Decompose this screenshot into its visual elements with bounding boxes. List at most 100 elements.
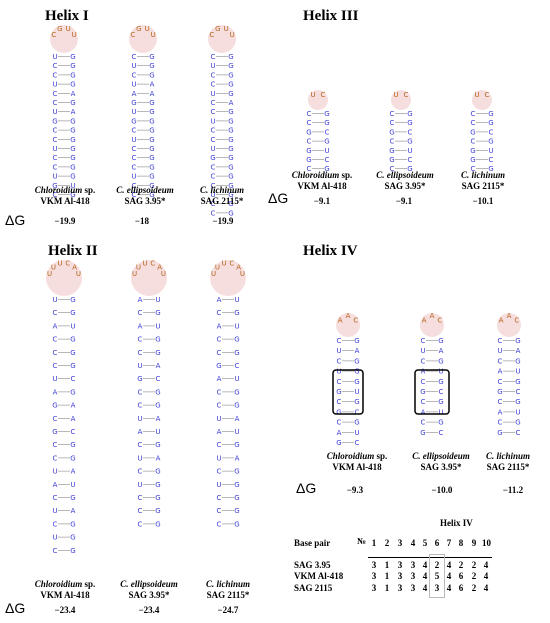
table-column-header: 8: [458, 538, 464, 548]
nucleotide-left: C: [217, 349, 222, 357]
helix4-dg-1: −9.3: [346, 485, 364, 495]
nucleotide-left: G: [131, 99, 136, 107]
nucleotide-left: A: [217, 428, 222, 436]
nucleotide-left: C: [471, 138, 476, 146]
nucleotide-left: U: [131, 108, 136, 116]
nucleotide-left: C: [53, 415, 58, 423]
nucleotide-left: A: [53, 481, 58, 489]
nucleotide-left: G: [389, 128, 394, 136]
table-cell: 6: [458, 571, 464, 581]
helix4-caption-1: Chloroidium sp. VKM Al-418: [326, 451, 388, 472]
nucleotide-right: G: [324, 138, 329, 146]
table-cell: 6: [458, 583, 464, 593]
nucleotide-right: G: [155, 402, 160, 410]
nucleotide-left: C: [53, 71, 58, 79]
nucleotide-right: G: [149, 163, 154, 171]
nucleotide-right: G: [149, 62, 154, 70]
nucleotide-left: U: [210, 90, 215, 98]
nucleotide-right: G: [228, 200, 233, 208]
nucleotide-right: G: [155, 481, 160, 489]
nucleotide-left: G: [336, 408, 341, 416]
table-cell: 3: [371, 571, 377, 581]
nucleotide-left: A: [138, 428, 143, 436]
nucleotide-left: U: [216, 481, 221, 489]
helix2-dg-1: −23.4: [54, 605, 76, 615]
loop-nucleotide: U: [151, 31, 156, 39]
nucleotide-right: G: [70, 145, 75, 153]
nucleotide-right: C: [235, 362, 240, 370]
nucleotide-right: G: [70, 163, 75, 171]
nucleotide-left: U: [52, 53, 57, 61]
loop-nucleotide: U: [132, 270, 137, 278]
hairpin-loop: [46, 260, 82, 296]
nucleotide-left: C: [138, 441, 143, 449]
loop-nucleotide: U: [145, 25, 150, 33]
nucleotide-left: G: [336, 439, 341, 447]
table-cell: 3: [410, 583, 416, 593]
nucleotide-right: G: [70, 547, 75, 555]
nucleotide-left: U: [210, 145, 215, 153]
nucleotide-left: U: [210, 191, 215, 199]
nucleotide-left: C: [421, 337, 426, 345]
helix1-title: Helix I: [45, 8, 89, 24]
helix2-structure-3: UU U C AUA UC GA UC GC GG CA UC GC GU AA UC GU AC GU GC GC G…: [210, 260, 246, 528]
table-cell: 3: [397, 571, 403, 581]
nucleotide-left: C: [138, 520, 143, 528]
nucleotide-left: C: [53, 494, 58, 502]
nucleotide-right: G: [70, 494, 75, 502]
nucleotide-left: G: [52, 117, 57, 125]
nucleotide-right: G: [234, 349, 239, 357]
nucleotide-right: A: [71, 90, 76, 98]
loop-nucleotide: G: [215, 25, 220, 33]
helix1-caption-2: C. ellipsoideum SAG 3.95*: [116, 185, 174, 206]
nucleotide-left: C: [217, 494, 222, 502]
nucleotide-right: G: [70, 53, 75, 61]
nucleotide-left: U: [216, 454, 221, 462]
nucleotide-left: C: [217, 520, 222, 528]
table-column-header: 2: [384, 538, 390, 548]
nucleotide-left: U: [52, 534, 57, 542]
nucleotide-right: G: [70, 191, 75, 199]
nucleotide-left: C: [211, 173, 216, 181]
nucleotide-right: A: [71, 108, 76, 116]
nucleotide-left: U: [137, 415, 142, 423]
nucleotide-right: C: [408, 128, 413, 136]
nucleotide-right: A: [229, 99, 234, 107]
nucleotide-right: G: [515, 357, 520, 365]
nucleotide-right: G: [407, 110, 412, 118]
nucleotide-right: G: [149, 154, 154, 162]
nucleotide-right: G: [228, 182, 233, 190]
nucleotide-left: G: [470, 147, 475, 155]
hairpin-loop: [308, 90, 328, 110]
nucleotide-left: C: [390, 119, 395, 127]
loop-nucleotide: U: [211, 270, 216, 278]
nucleotide-left: G: [52, 402, 57, 410]
nucleotide-right: G: [149, 182, 154, 190]
nucleotide-left: A: [498, 408, 503, 416]
nucleotide-right: G: [70, 520, 75, 528]
nucleotide-right: G: [234, 481, 239, 489]
nucleotide-right: G: [155, 441, 160, 449]
nucleotide-left: G: [470, 128, 475, 136]
nucleotide-left: C: [421, 357, 426, 365]
nucleotide-left: A: [217, 296, 222, 304]
nucleotide-left: C: [390, 165, 395, 173]
nucleotide-right: A: [150, 90, 155, 98]
nucleotide-right: U: [234, 322, 239, 330]
nucleotide-right: G: [70, 534, 75, 542]
nucleotide-left: C: [211, 99, 216, 107]
nucleotide-left: C: [498, 357, 503, 365]
nucleotide-left: G: [389, 156, 394, 164]
nucleotide-left: C: [211, 53, 216, 61]
nucleotide-right: G: [234, 402, 239, 410]
table-column-header: 3: [397, 538, 403, 548]
helix4-caption-3: C. lichinum SAG 2115*: [485, 451, 530, 472]
table-cell: 2: [434, 560, 440, 570]
nucleotide-left: A: [53, 388, 58, 396]
nucleotide-right: G: [149, 108, 154, 116]
nucleotide-right: G: [228, 90, 233, 98]
nucleotide-right: G: [324, 110, 329, 118]
nucleotide-left: C: [307, 110, 312, 118]
helix1-dg-3: −19.9: [212, 216, 234, 226]
loop-nucleotide: C: [150, 260, 155, 268]
